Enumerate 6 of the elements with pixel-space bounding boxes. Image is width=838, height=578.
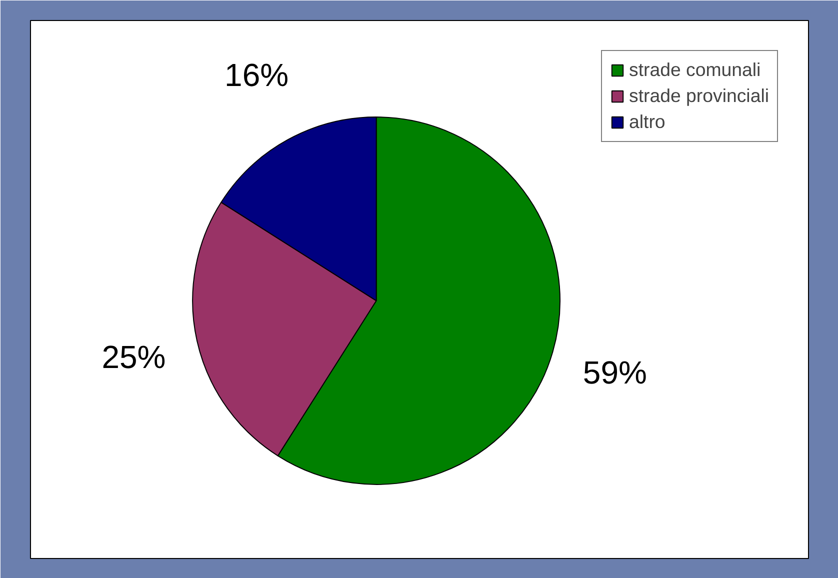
legend-label: altro bbox=[629, 111, 666, 133]
data-label: 59% bbox=[582, 354, 647, 391]
legend-label: strade provinciali bbox=[629, 85, 769, 107]
data-label: 16% bbox=[224, 56, 289, 93]
data-label: 25% bbox=[102, 338, 166, 375]
legend-label: strade comunali bbox=[629, 59, 761, 81]
